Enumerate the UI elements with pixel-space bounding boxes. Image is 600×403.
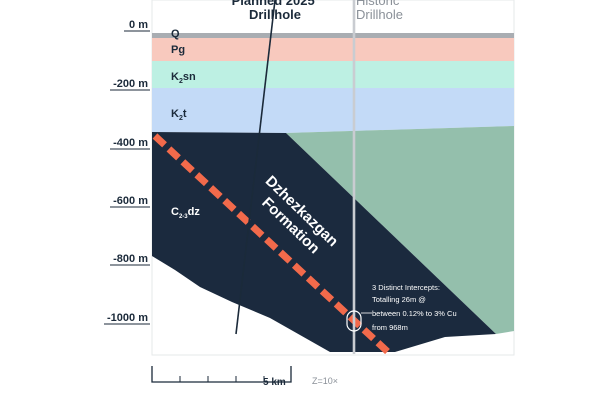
depth-axis: 0 m -200 m -400 m -600 m -800 m -1000 m <box>104 19 150 325</box>
historic-drillhole-title-1: Historic <box>356 0 400 8</box>
scale-bar-label: 5 km <box>263 377 286 388</box>
svg-text:Historic Drillhole: Historic Drillhole <box>356 0 403 22</box>
layer-k2t <box>152 88 514 133</box>
depth-tick-1: -200 m <box>113 78 148 90</box>
depth-tick-5: -1000 m <box>107 312 148 324</box>
green-block <box>286 126 514 334</box>
unit-label-k2sn: K2sn <box>171 71 196 85</box>
historic-drillhole-title-2: Drillhole <box>356 7 403 22</box>
layer-k2sn <box>152 61 514 88</box>
scale-bar: 5 km Z=10× <box>151 366 338 388</box>
depth-tick-3: -600 m <box>113 195 148 207</box>
layer-pg <box>152 38 514 61</box>
depth-tick-2: -400 m <box>113 137 148 149</box>
svg-text:Planned 2025 Drillhole: Planned 2025 Drillhole <box>232 0 319 22</box>
svg-text:3 Distinct Intercepts: Tot: 3 Distinct Intercepts: Totalling 26m @ b… <box>372 283 459 332</box>
unit-label-q: Q <box>171 28 180 40</box>
intercept-note-1: 3 Distinct Intercepts: <box>372 283 440 292</box>
depth-tick-0: 0 m <box>129 19 148 31</box>
planned-drillhole-title-2: Drillhole <box>249 7 301 22</box>
intercept-note-4: from 968m <box>372 323 408 332</box>
layer-q <box>152 33 514 38</box>
unit-label-k2t: K2t <box>171 108 187 122</box>
intercept-note-2: Totalling 26m @ <box>372 295 426 304</box>
unit-label-c23dz: C2-3dz <box>171 206 200 220</box>
planned-drillhole-title-1: Planned 2025 <box>232 0 315 8</box>
intercept-note-3: between 0.12% to 3% Cu <box>372 309 457 318</box>
depth-tick-4: -800 m <box>113 253 148 265</box>
ore-band <box>152 133 391 355</box>
vertical-exaggeration-note: Z=10× <box>312 376 338 386</box>
unit-label-pg: Pg <box>171 44 185 56</box>
planned-drillhole <box>235 0 276 335</box>
intercept-marker <box>346 310 362 332</box>
layer-c23dz <box>152 132 496 352</box>
